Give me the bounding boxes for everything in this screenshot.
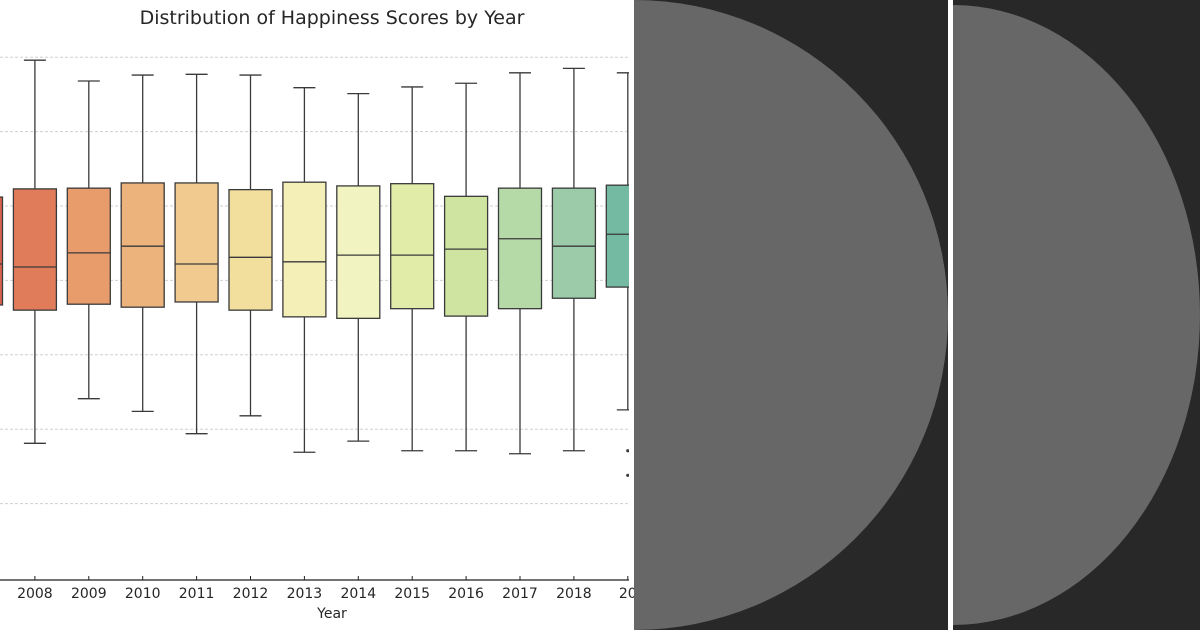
x-tick-label: 2017 bbox=[502, 586, 538, 602]
box-2015 bbox=[390, 86, 435, 452]
x-tick-label: 2012 bbox=[233, 586, 269, 602]
iqr-box bbox=[66, 187, 111, 305]
box-2011 bbox=[174, 73, 219, 435]
iqr-box bbox=[551, 187, 597, 299]
iqr-box bbox=[228, 188, 273, 311]
iqr-box bbox=[174, 182, 219, 303]
iqr-box bbox=[497, 187, 543, 310]
x-tick-label: 2015 bbox=[394, 586, 430, 602]
x-tick-label: 2011 bbox=[179, 586, 215, 602]
box-2018 bbox=[551, 67, 597, 452]
box-2008 bbox=[12, 59, 58, 444]
dark-panel-left bbox=[634, 0, 948, 630]
box-2019 bbox=[605, 72, 629, 477]
box-2009 bbox=[66, 80, 111, 400]
iqr-box bbox=[0, 196, 4, 306]
iqr-box bbox=[336, 185, 381, 319]
gray-semicircle-shape bbox=[953, 5, 1200, 625]
x-tick-label: 2013 bbox=[287, 586, 323, 602]
iqr-box bbox=[605, 184, 629, 288]
box-2013 bbox=[282, 87, 327, 453]
iqr-box bbox=[443, 195, 489, 317]
x-tick-label: 2016 bbox=[448, 586, 484, 602]
gray-semicircle-shape bbox=[634, 0, 948, 630]
box-2016 bbox=[443, 82, 489, 452]
x-tick-label: 2008 bbox=[17, 586, 53, 602]
iqr-box bbox=[12, 188, 58, 311]
chart-title: Distribution of Happiness Scores by Year bbox=[140, 7, 525, 29]
box-2012 bbox=[228, 74, 273, 417]
box-2007 bbox=[0, 196, 4, 306]
iqr-box bbox=[282, 181, 327, 318]
iqr-box bbox=[120, 182, 165, 308]
x-tick-label: 2018 bbox=[556, 586, 592, 602]
x-tick-label: 2014 bbox=[340, 586, 376, 602]
boxes bbox=[0, 59, 629, 477]
x-tick-label: 2009 bbox=[71, 586, 107, 602]
dark-panel-right bbox=[953, 0, 1200, 630]
panel-divider bbox=[948, 0, 953, 630]
outlier-point bbox=[626, 473, 629, 477]
iqr-box bbox=[390, 183, 435, 310]
x-axis-label: Year bbox=[316, 606, 347, 622]
outlier-point bbox=[626, 449, 629, 453]
x-tick-label: 20 bbox=[619, 586, 634, 602]
x-ticks: 2008 2009 2010 2011 2012 2013 2014 2015 2016 2017… bbox=[17, 576, 634, 602]
happiness-boxplot-chart: Distribution of Happiness Scores by Year… bbox=[0, 7, 634, 622]
box-2010 bbox=[120, 74, 165, 412]
box-2014 bbox=[336, 93, 381, 442]
box-2017 bbox=[497, 72, 543, 455]
x-tick-label: 2010 bbox=[125, 586, 161, 602]
